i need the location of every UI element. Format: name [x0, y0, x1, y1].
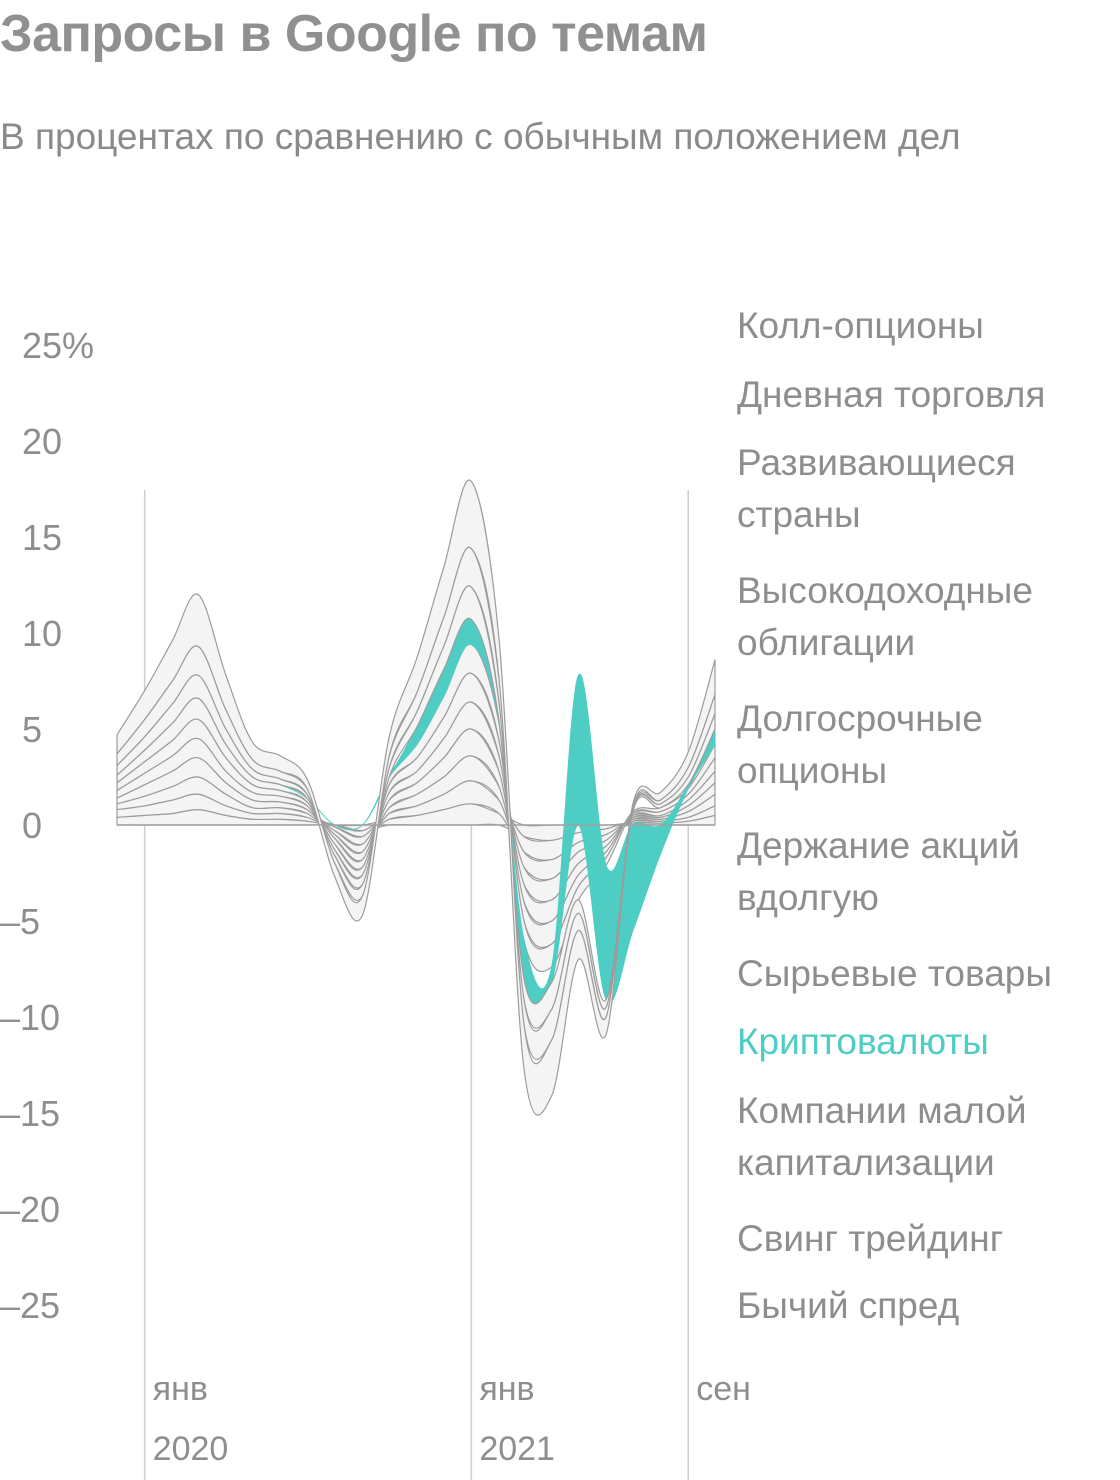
y-tick-label: 10	[22, 613, 62, 654]
x-tick-year: 2020	[153, 1430, 229, 1468]
legend-entry: Бычий спред	[737, 1285, 959, 1326]
series-band	[116, 479, 716, 1116]
x-tick-label: янв	[479, 1370, 534, 1408]
y-tick-label: –5	[0, 901, 40, 942]
legend-entry: Держание акций вдолгую	[737, 825, 1020, 918]
legend-entry: Долгосрочные опционы	[737, 698, 983, 791]
streamgraph-chart: 25% 20 15 10 5 0 –5 –10 –15 –20 –25 янв 2020 янв 2021…	[0, 305, 1052, 1480]
y-tick-label: –20	[0, 1189, 60, 1230]
y-tick-label: 20	[22, 421, 62, 462]
y-tick-label: 25%	[22, 325, 94, 366]
y-tick-label: –25	[0, 1285, 60, 1326]
y-tick-label: –15	[0, 1093, 60, 1134]
legend-entry: Свинг трейдинг	[737, 1218, 1003, 1259]
legend-entry: Компании малой капитализации	[737, 1090, 1027, 1183]
series-bands	[116, 479, 716, 1116]
chart-subtitle: В процентах по сравнению с обычным полож…	[0, 116, 961, 157]
legend-entry: Сырьевые товары	[737, 953, 1052, 994]
x-tick-year: 2021	[479, 1430, 555, 1468]
legend-entry: Высокодоходные облигации	[737, 570, 1033, 663]
y-tick-label: –10	[0, 997, 60, 1038]
legend-entry: Колл-опционы	[737, 305, 984, 346]
y-tick-label: 0	[22, 805, 42, 846]
x-tick-label: янв	[153, 1370, 208, 1408]
legend-entry: Развивающиеся страны	[737, 442, 1016, 535]
x-axis-ticks: янв 2020 янв 2021 сен	[153, 1370, 751, 1468]
chart-title: Запросы в Google по темам	[0, 5, 708, 63]
legend: Колл-опционы Дневная торговля Развивающиес…	[737, 305, 1052, 1326]
y-axis-ticks: 25% 20 15 10 5 0 –5 –10 –15 –20 –25	[0, 325, 94, 1326]
y-tick-label: 5	[22, 709, 42, 750]
x-tick-label: сен	[696, 1370, 751, 1408]
y-tick-label: 15	[22, 517, 62, 558]
legend-entry: Криптовалюты	[737, 1021, 989, 1062]
legend-entry: Дневная торговля	[737, 374, 1045, 415]
